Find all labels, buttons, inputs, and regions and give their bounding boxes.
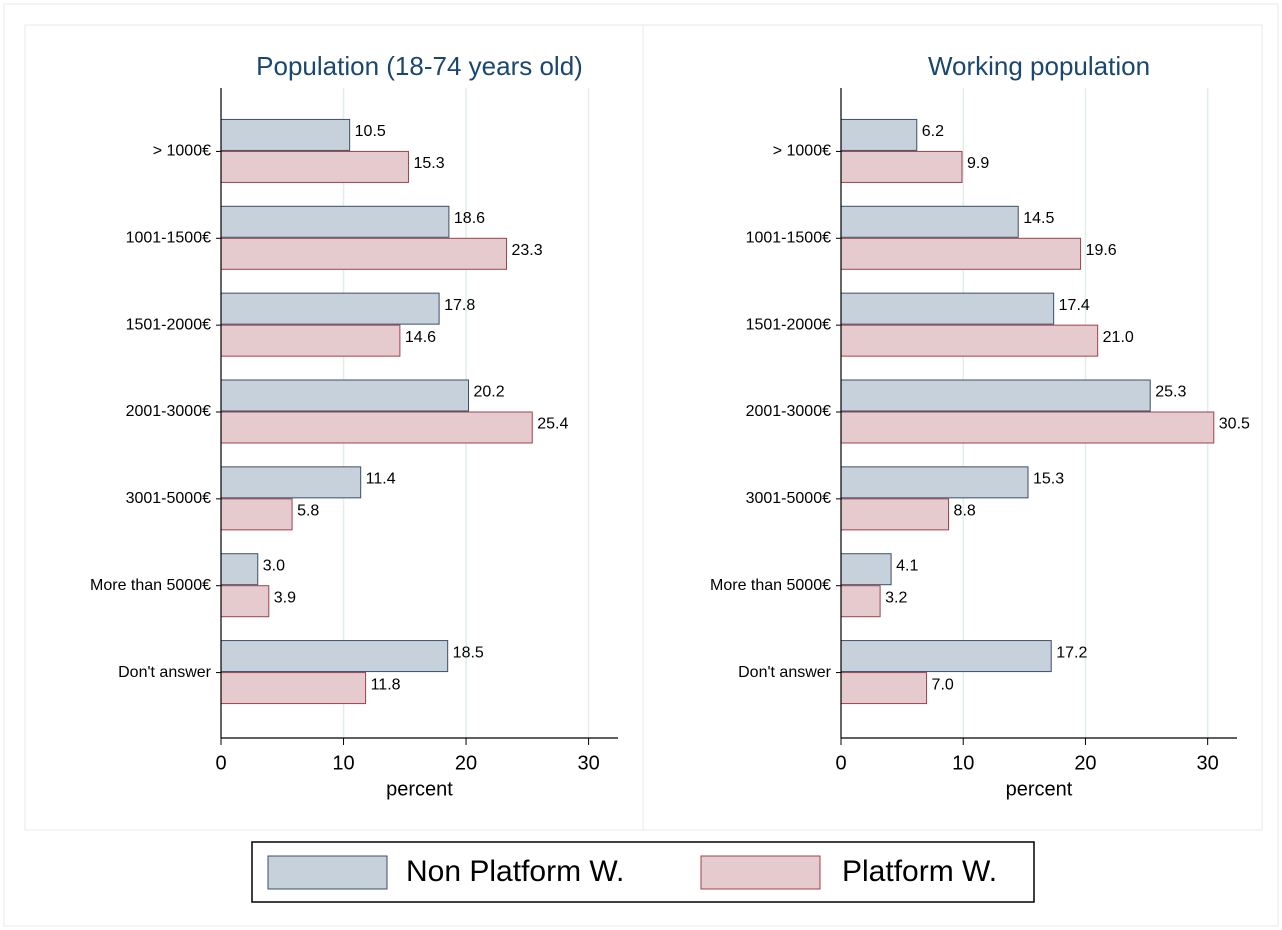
x-tick-label: 10 [332,752,354,774]
value-label: 18.5 [453,644,484,661]
value-label: 17.4 [1059,297,1090,314]
x-tick-label: 20 [455,752,477,774]
bar [840,585,881,618]
value-label: 6.2 [922,123,944,140]
bar [220,498,293,531]
y-tick-label: 3001-5000€ [126,490,212,507]
legend-label: Non Platform W. [406,855,624,888]
value-label: 17.2 [1056,644,1087,661]
value-label: 3.0 [263,557,285,574]
bar [840,205,1019,238]
bar [840,640,1052,673]
bar [840,118,918,151]
value-label: 17.8 [444,297,475,314]
y-tick-label: 2001-3000€ [746,403,832,420]
x-tick-label: 0 [215,752,226,774]
bar [840,466,1029,499]
bar [220,205,450,238]
bar [220,324,401,357]
value-label: 25.4 [537,416,568,433]
x-axis-label: percent [1006,778,1073,800]
bar [220,379,470,412]
bar [220,150,409,183]
bar [220,466,362,499]
y-tick-label: 1001-1500€ [126,230,212,247]
bar [840,379,1151,412]
value-label: 4.1 [896,557,918,574]
y-tick-label: More than 5000€ [90,577,211,594]
value-label: 11.4 [366,471,396,488]
x-tick-label: 30 [1197,752,1219,774]
value-label: 25.3 [1155,384,1186,401]
value-label: 14.6 [405,329,436,346]
bar [840,292,1055,325]
value-label: 11.8 [371,676,401,693]
x-tick-label: 30 [577,752,599,774]
bar [840,411,1215,444]
value-label: 18.6 [454,210,485,227]
x-tick-label: 10 [952,752,974,774]
value-label: 5.8 [297,503,319,520]
value-label: 3.9 [274,589,296,606]
y-tick-label: 1501-2000€ [126,316,212,333]
value-label: 14.5 [1023,210,1054,227]
y-tick-label: Don't answer [738,664,832,681]
y-tick-label: 3001-5000€ [746,490,832,507]
value-label: 20.2 [474,384,505,401]
bar [840,553,892,586]
panel-title: Working population [928,51,1150,81]
value-label: 10.5 [355,123,386,140]
value-label: 15.3 [413,155,444,172]
y-tick-label: > 1000€ [153,143,211,160]
y-tick-label: More than 5000€ [710,577,831,594]
x-tick-label: 0 [835,752,846,774]
bar [220,640,449,673]
y-tick-label: 1001-1500€ [746,230,832,247]
bar [840,324,1099,357]
y-tick-label: Don't answer [118,664,212,681]
bar [220,237,507,270]
legend-swatch [700,855,821,890]
x-axis-label: percent [386,778,453,800]
panel-title: Population (18-74 years old) [256,51,583,81]
value-label: 8.8 [954,503,976,520]
value-label: 9.9 [967,155,989,172]
value-label: 3.2 [885,589,907,606]
y-tick-label: 2001-3000€ [126,403,212,420]
bar [220,672,367,705]
bar [840,150,963,183]
value-label: 19.6 [1086,242,1117,259]
value-label: 30.5 [1219,416,1250,433]
legend-swatch [267,855,388,890]
bar [840,237,1082,270]
bar [220,585,270,618]
y-tick-label: > 1000€ [773,143,831,160]
bar [220,292,440,325]
value-label: 15.3 [1033,471,1064,488]
bar [220,411,533,444]
bar [220,553,259,586]
bar [840,672,928,705]
legend-label: Platform W. [842,855,997,888]
y-tick-label: 1501-2000€ [746,316,832,333]
value-label: 23.3 [511,242,542,259]
value-label: 21.0 [1103,329,1134,346]
bar [220,118,351,151]
x-tick-label: 20 [1074,752,1096,774]
value-label: 7.0 [932,676,954,693]
bar [840,498,950,531]
